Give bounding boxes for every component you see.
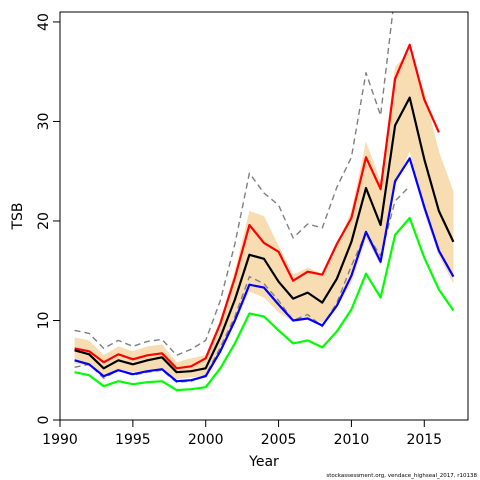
y-tick-label: 0: [36, 416, 52, 425]
x-tick-label: 2000: [188, 432, 224, 448]
x-tick-label: 2010: [334, 432, 370, 448]
y-tick-label: 20: [36, 212, 52, 230]
x-tick-label: 1990: [42, 432, 78, 448]
series-line-black: [74, 96, 455, 374]
confidence-band: [74, 51, 454, 380]
y-axis-label: TSB: [10, 202, 26, 230]
y-axis: 0 10 20 30 40: [36, 13, 60, 424]
series-line-green: [74, 216, 455, 392]
series-line-blue: [74, 157, 455, 383]
x-tick-label: 2015: [406, 432, 442, 448]
y-tick-label: 40: [36, 13, 52, 31]
x-tick-label: 1995: [115, 432, 151, 448]
confidence-band-area: [74, 51, 454, 380]
series-line-dashed-upper: [74, 12, 394, 356]
x-axis: 1990 1995 2000 2005 2010 2015: [42, 420, 442, 448]
y-tick-label: 30: [36, 113, 52, 131]
plot-frame: [59, 11, 469, 421]
x-axis-label: Year: [248, 454, 279, 470]
x-tick-label: 2005: [261, 432, 297, 448]
footnote: stockassessment.org, vendace_highseal_20…: [326, 473, 477, 479]
series-lines: [74, 12, 455, 392]
series-line-red: [74, 43, 440, 370]
y-tick-label: 10: [36, 312, 52, 330]
